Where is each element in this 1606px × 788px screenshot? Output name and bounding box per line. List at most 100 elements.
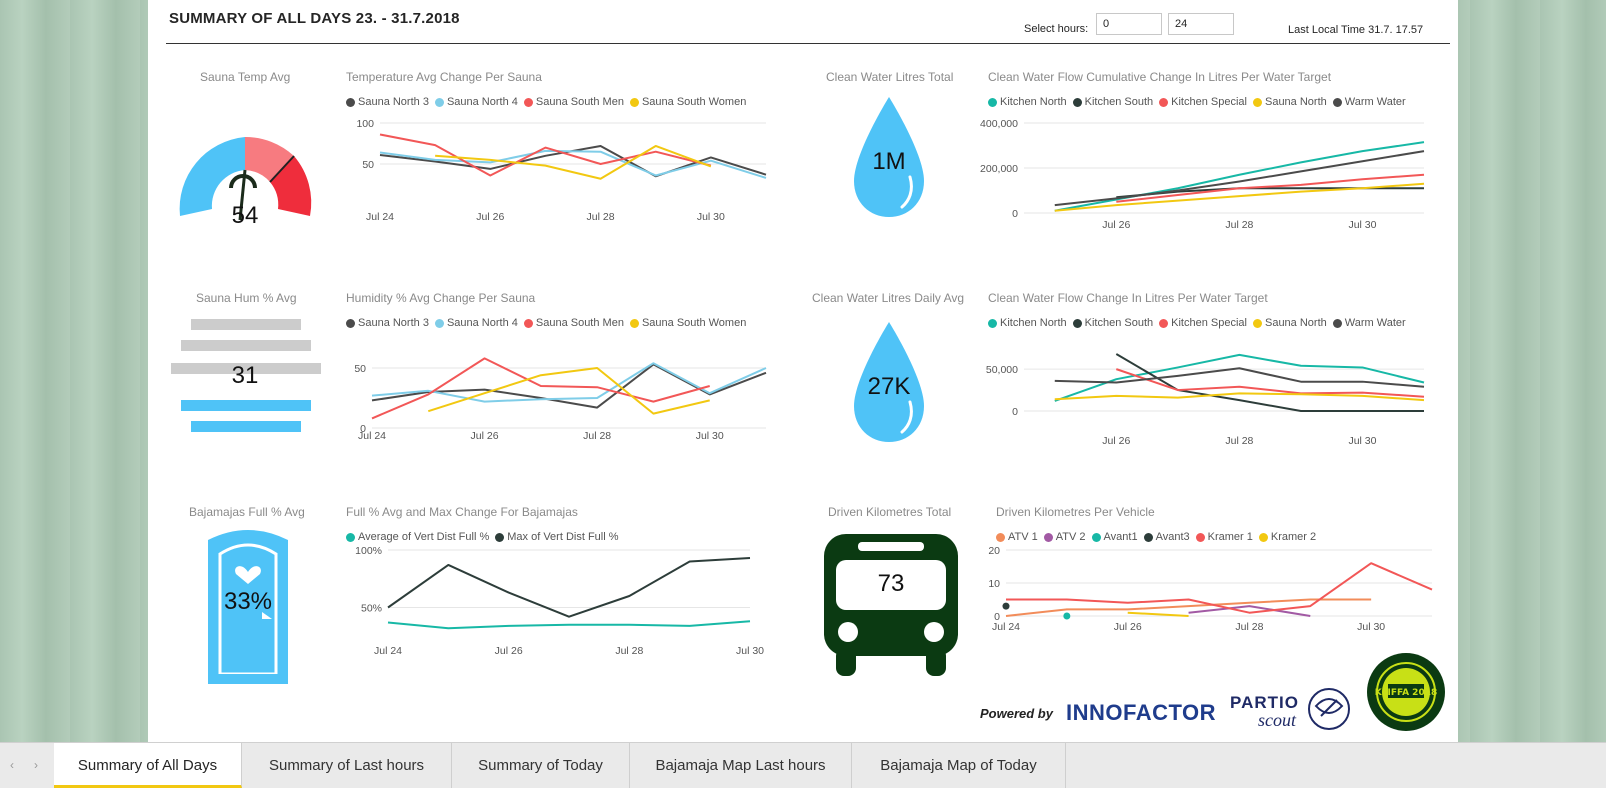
y-tick-label: 400,000 [980, 118, 1018, 130]
legend-item[interactable]: Kramer 2 [1258, 531, 1316, 543]
vehicles-chart-title: Driven Kilometres Per Vehicle [996, 505, 1155, 519]
legend-label: Warm Water [1344, 317, 1406, 329]
tab-summary-last-hours[interactable]: Summary of Last hours [242, 743, 452, 788]
x-tick-label: Jul 24 [992, 621, 1020, 633]
legend-item[interactable]: Kitchen North [988, 317, 1067, 329]
hours-to-input[interactable] [1168, 13, 1234, 35]
series-line[interactable] [1054, 141, 1425, 212]
water-flow-title: Clean Water Flow Change In Litres Per Wa… [988, 291, 1268, 305]
legend-item[interactable]: Kitchen North [988, 96, 1067, 108]
tabs-prev-arrow-icon[interactable]: ‹ [10, 758, 14, 772]
legend-label: Kitchen North [1000, 317, 1067, 329]
tab-summary-all-days[interactable]: Summary of All Days [54, 743, 242, 788]
legend-dot-icon [1143, 532, 1153, 542]
legend-item[interactable]: Kitchen Special [1159, 317, 1247, 329]
water-daily-title: Clean Water Litres Daily Avg [812, 291, 965, 305]
tabs-next-arrow-icon[interactable]: › [34, 758, 38, 772]
series-line[interactable] [387, 557, 751, 618]
y-tick-label: 50 [354, 363, 366, 375]
series-line[interactable] [1006, 562, 1433, 614]
series-line[interactable] [1127, 611, 1189, 617]
legend-label: Kitchen South [1084, 317, 1154, 329]
legend-item[interactable]: Sauna South Women [629, 96, 747, 108]
baja-line-chart[interactable]: 100% 50% Jul 24 Jul 26 Jul 28 Jul 30 [346, 545, 786, 678]
legend-dot-icon [1332, 97, 1342, 107]
last-local-time: Last Local Time 31.7. 17.57 [1288, 24, 1424, 36]
legend-item[interactable]: Max of Vert Dist Full % [495, 531, 619, 543]
series-line[interactable] [371, 362, 767, 403]
legend-item[interactable]: Kitchen Special [1159, 96, 1247, 108]
series-line[interactable] [387, 620, 751, 630]
sauna-temp-value: 54 [231, 202, 259, 229]
tab-summary-today[interactable]: Summary of Today [452, 743, 630, 788]
series-line[interactable] [1005, 598, 1372, 617]
x-tick-label: Jul 30 [1348, 219, 1376, 231]
legend-dot-icon [346, 97, 355, 107]
y-tick-label: 50% [361, 603, 382, 615]
legend-dot-icon [629, 97, 639, 107]
legend-dot-icon [1258, 532, 1268, 542]
legend-item[interactable]: Sauna North [1252, 96, 1327, 108]
legend-label: Kramer 1 [1207, 531, 1253, 543]
series-line[interactable] [371, 357, 710, 420]
legend-item[interactable]: Sauna North 4 [434, 317, 518, 329]
series-line[interactable] [1115, 368, 1425, 398]
water-cum-line-chart[interactable]: 400,000 200,000 0 Jul 26 Jul 28 Jul 30 [980, 115, 1458, 240]
series-line[interactable] [1054, 353, 1425, 402]
x-tick-label: Jul 28 [1225, 219, 1253, 231]
series-line[interactable] [1188, 605, 1311, 617]
sauna-temp-gauge[interactable] [170, 100, 320, 230]
legend-item[interactable]: Kitchen South [1072, 96, 1153, 108]
series-line[interactable] [1115, 353, 1424, 412]
powered-by-label: Powered by [980, 706, 1053, 721]
legend-item[interactable]: Warm Water [1332, 317, 1406, 329]
y-tick-label: 50 [362, 159, 374, 171]
legend-item[interactable]: Avant1 [1091, 531, 1138, 543]
baja-chart-title: Full % Avg and Max Change For Bajamajas [346, 505, 578, 519]
legend-item[interactable]: ATV 1 [996, 531, 1038, 543]
water-flow-legend: Kitchen North Kitchen South Kitchen Specia… [988, 317, 1412, 329]
hours-from-input[interactable] [1096, 13, 1162, 35]
series-line[interactable] [427, 367, 710, 415]
legend-item[interactable]: Sauna North 3 [346, 96, 429, 108]
legend-item[interactable]: Sauna North 3 [346, 317, 429, 329]
temp-line-chart[interactable]: 100 50 Jul 24 Jul 26 Jul 28 Jul 30 [346, 115, 786, 243]
innofactor-logo: INNOFACTOR [1066, 700, 1217, 725]
legend-item[interactable]: Warm Water [1332, 96, 1406, 108]
tab-bajamaja-map-last-hours[interactable]: Bajamaja Map Last hours [630, 743, 852, 788]
series-line[interactable] [1054, 392, 1425, 402]
hum-chart-title: Humidity % Avg Change Per Sauna [346, 291, 536, 305]
legend-item[interactable]: Average of Vert Dist Full % [346, 531, 489, 543]
legend-item[interactable]: Sauna South Men [523, 317, 624, 329]
legend-dot-icon [1091, 532, 1101, 542]
series-point[interactable] [1002, 602, 1010, 610]
legend-label: Max of Vert Dist Full % [507, 531, 619, 543]
legend-label: Sauna North 4 [446, 317, 518, 329]
series-line[interactable] [1054, 150, 1425, 207]
legend-item[interactable]: Avant3 [1143, 531, 1190, 543]
series-line[interactable] [1116, 173, 1425, 203]
series-line[interactable] [1054, 367, 1425, 388]
legend-item[interactable]: Kitchen South [1072, 317, 1154, 329]
header-divider [166, 43, 1450, 44]
series-line[interactable] [1054, 182, 1425, 212]
water-flow-line-chart[interactable]: 50,000 0 Jul 26 Jul 28 Jul 30 [986, 336, 1458, 466]
x-tick-label: Jul 24 [374, 645, 402, 657]
gauge-hub [229, 174, 257, 189]
legend-label: Sauna South Women [641, 96, 747, 108]
legend-item[interactable]: Sauna North [1252, 317, 1327, 329]
y-tick-label: 100% [355, 545, 382, 557]
legend-item[interactable]: Sauna North 4 [434, 96, 518, 108]
legend-item[interactable]: Sauna South Women [629, 317, 747, 329]
legend-dot-icon [996, 532, 1005, 542]
legend-item[interactable]: ATV 2 [1043, 531, 1086, 543]
legend-item[interactable]: Kramer 1 [1195, 531, 1253, 543]
series-line[interactable] [435, 144, 712, 180]
series-line[interactable] [379, 133, 712, 177]
series-point[interactable] [1063, 612, 1071, 620]
legend-label: Sauna South Women [641, 317, 747, 329]
legend-item[interactable]: Sauna South Men [523, 96, 624, 108]
tab-bajamaja-map-today[interactable]: Bajamaja Map of Today [852, 743, 1066, 788]
